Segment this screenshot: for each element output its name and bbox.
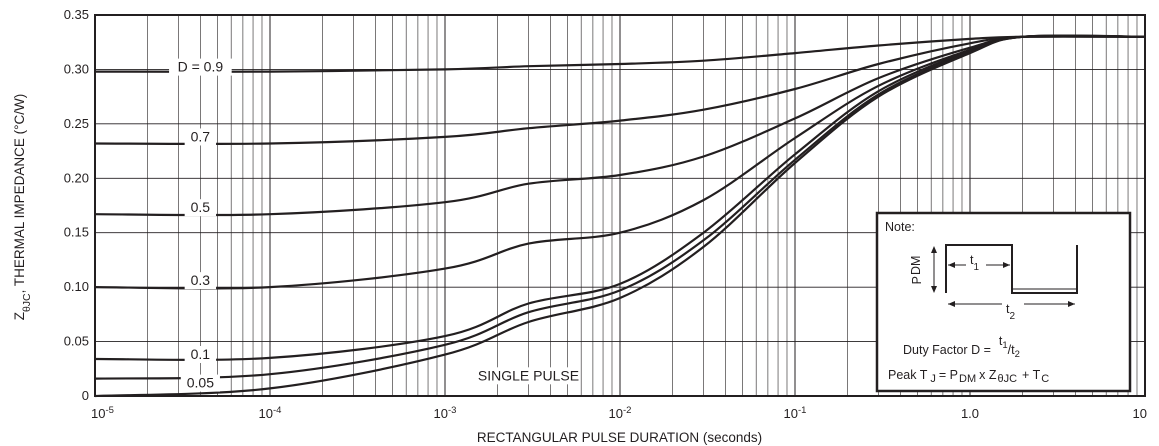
x-tick-label: 10-2: [609, 405, 632, 421]
x-tick-label: 10-4: [259, 405, 282, 421]
y-axis-title: ZθJC, THERMAL IMPEDANCE (°C/W): [12, 94, 33, 321]
x-tick-label: 10-1: [784, 405, 807, 421]
y-tick-label: 0: [82, 388, 89, 403]
y-tick-label: 0.30: [64, 61, 89, 76]
x-tick-label: 10-3: [434, 405, 457, 421]
curve-label: SINGLE PULSE: [478, 367, 579, 383]
curve-label: 0.3: [191, 272, 211, 288]
y-tick-labels: 0 0.05 0.10 0.15 0.20 0.25 0.30 0.35: [64, 7, 89, 403]
note-title: Note:: [885, 220, 915, 234]
curve-label: 0.7: [191, 128, 211, 144]
x-tick-label: 10-5: [91, 405, 114, 421]
x-tick-label: 10: [1133, 406, 1147, 421]
y-tick-label: 0.10: [64, 279, 89, 294]
y-tick-label: 0.05: [64, 334, 89, 349]
y-tick-label: 0.25: [64, 116, 89, 131]
note-box: Note: PDM t1 t2 Duty Factor D =t1/t2 Pea…: [877, 213, 1130, 391]
x-axis-title: RECTANGULAR PULSE DURATION (seconds): [477, 430, 762, 445]
y-tick-label: 0.20: [64, 170, 89, 185]
x-tick-label: 1.0: [961, 406, 979, 421]
curve-label: 0.1: [191, 346, 211, 362]
curve-label: 0.05: [187, 375, 214, 391]
curve-label: D = 0.9: [178, 59, 224, 75]
y-tick-label: 0.35: [64, 7, 89, 22]
pdm-label: PDM: [909, 256, 924, 285]
x-tick-labels: 10-5 10-4 10-3 10-2 10-1 1.0 10: [91, 405, 1147, 421]
curve-label: 0.5: [191, 199, 211, 215]
y-tick-label: 0.15: [64, 225, 89, 240]
